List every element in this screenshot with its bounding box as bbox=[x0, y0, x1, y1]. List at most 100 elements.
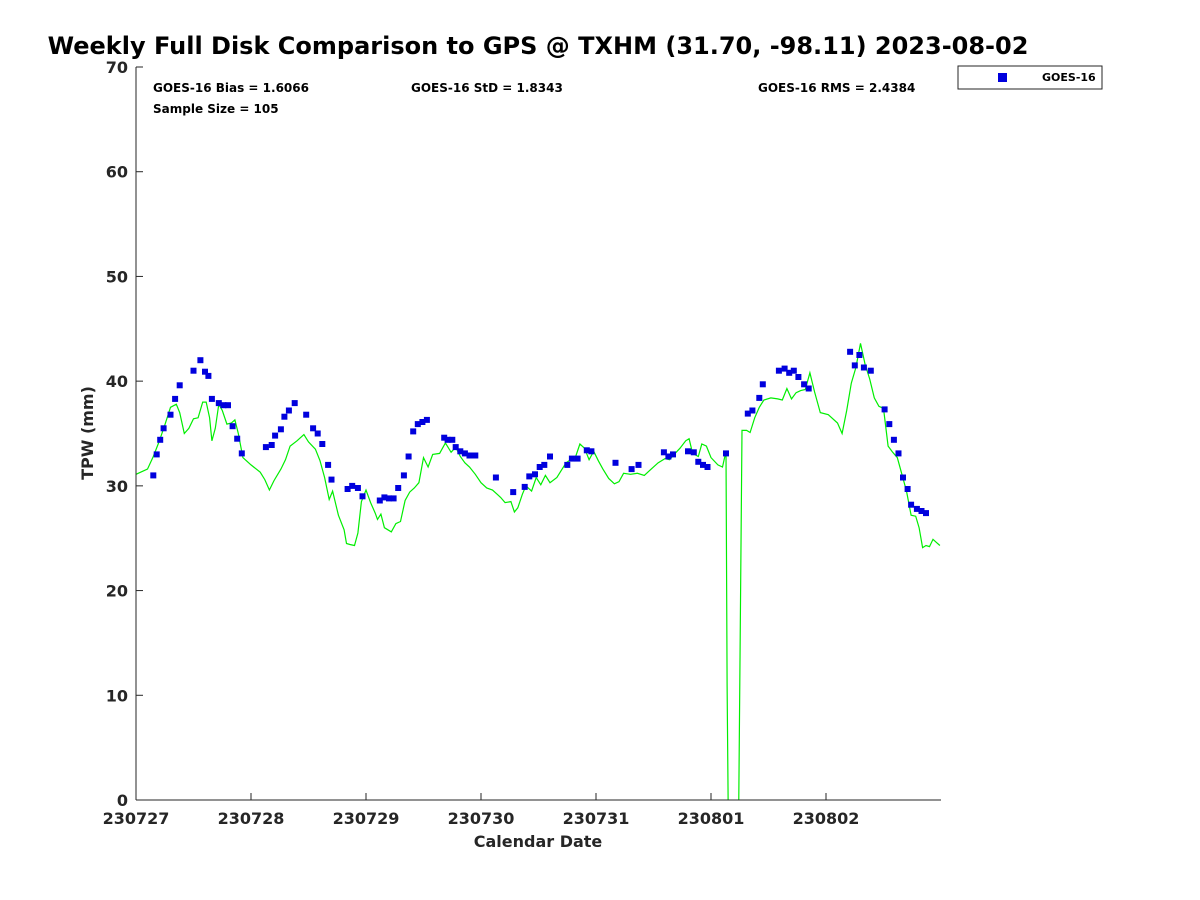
goes-16-point bbox=[466, 452, 473, 459]
goes-16-point bbox=[886, 421, 893, 428]
goes-16-point bbox=[272, 432, 279, 439]
goes-16-point bbox=[786, 369, 793, 376]
goes-16-point bbox=[665, 453, 672, 460]
goes-16-point bbox=[583, 447, 590, 454]
x-tick-label: 230801 bbox=[678, 809, 745, 828]
goes-16-point bbox=[354, 485, 361, 491]
goes-16-point bbox=[268, 442, 275, 448]
goes-16-point bbox=[759, 381, 766, 388]
y-tick-label: 0 bbox=[117, 791, 128, 810]
goes-16-point bbox=[262, 444, 269, 451]
goes-16-point bbox=[881, 406, 888, 413]
goes-16-point bbox=[628, 466, 635, 473]
goes-16-point bbox=[386, 495, 392, 502]
goes-16-point bbox=[410, 428, 417, 435]
goes-16-point bbox=[900, 474, 906, 481]
y-tick-label: 30 bbox=[106, 477, 128, 496]
goes-16-point bbox=[444, 436, 451, 443]
goes-16-point bbox=[461, 450, 468, 457]
goes-16-point bbox=[690, 449, 697, 456]
goes-16-point bbox=[918, 508, 925, 514]
goes-16-point bbox=[541, 461, 548, 468]
goes-16-point bbox=[423, 416, 430, 423]
x-tick-label: 230727 bbox=[103, 809, 170, 828]
chart-title: Weekly Full Disk Comparison to GPS @ TXH… bbox=[48, 32, 1029, 60]
goes-16-point bbox=[867, 367, 874, 374]
axes: 0 10 20 30 40 50 60 70 230727 230728 230729 230730 2… bbox=[103, 58, 941, 828]
goes-16-point bbox=[536, 464, 543, 470]
goes-16-point bbox=[670, 451, 676, 458]
goes-16-point bbox=[574, 455, 581, 462]
goes-16-point bbox=[492, 474, 499, 481]
goes-16-point bbox=[695, 458, 702, 465]
goes-16-point bbox=[197, 357, 204, 364]
goes-16-point bbox=[526, 473, 533, 480]
goes-16-point bbox=[277, 426, 284, 433]
goes-16-point bbox=[208, 395, 215, 402]
goes-16-point bbox=[325, 461, 332, 468]
goes-16-point bbox=[281, 413, 288, 420]
y-tick-label: 20 bbox=[106, 582, 128, 601]
goes-16-point bbox=[349, 482, 356, 489]
statistics-annotations: GOES-16 Bias = 1.6066 GOES-16 StD = 1.83… bbox=[153, 81, 915, 116]
std-annotation: GOES-16 StD = 1.8343 bbox=[411, 81, 563, 95]
bias-annotation: GOES-16 Bias = 1.6066 bbox=[153, 81, 309, 95]
goes-16-point bbox=[285, 407, 292, 414]
goes-16-point bbox=[457, 448, 464, 455]
plot-background bbox=[136, 67, 941, 800]
goes-16-point bbox=[532, 471, 538, 478]
goes-16-point bbox=[860, 364, 867, 371]
goes-16-point bbox=[547, 453, 553, 460]
goes-16-point bbox=[744, 410, 751, 417]
goes-16-point bbox=[344, 486, 351, 492]
x-tick-label: 230729 bbox=[333, 809, 400, 828]
goes-16-point bbox=[923, 510, 929, 517]
goes-16-point bbox=[400, 472, 407, 479]
goes-16-point bbox=[700, 461, 706, 468]
plot-area bbox=[136, 67, 941, 800]
legend-label-goes-16: GOES-16 bbox=[1042, 71, 1096, 84]
goes-16-point bbox=[704, 464, 711, 470]
goes-16-point bbox=[904, 486, 911, 492]
goes-16-point bbox=[452, 444, 459, 451]
goes-16-point bbox=[635, 461, 642, 468]
legend-box bbox=[957, 65, 1103, 90]
y-tick-label: 50 bbox=[106, 267, 128, 286]
goes-16-point bbox=[847, 348, 854, 355]
goes-16-point bbox=[568, 455, 575, 462]
goes-16-point bbox=[319, 441, 326, 447]
goes-16-point bbox=[564, 461, 571, 468]
goes-16-point bbox=[510, 489, 517, 496]
goes-16-point bbox=[291, 400, 298, 407]
goes-16-point bbox=[795, 374, 802, 380]
goes-16-point bbox=[895, 450, 902, 457]
goes-16-point bbox=[419, 419, 426, 425]
goes-16-point bbox=[167, 411, 174, 418]
legend: GOES-16 bbox=[957, 65, 1103, 90]
goes-16-point bbox=[790, 367, 797, 374]
x-tick-label: 230728 bbox=[218, 809, 285, 828]
goes-16-point bbox=[376, 497, 383, 504]
goes-16-point bbox=[756, 394, 763, 401]
goes-16-point bbox=[157, 436, 164, 443]
goes-16-point bbox=[449, 436, 456, 443]
legend-marker-goes-16 bbox=[998, 73, 1007, 82]
goes-16-point bbox=[202, 368, 208, 375]
goes-16-point bbox=[775, 367, 782, 374]
y-tick-label: 40 bbox=[106, 372, 128, 391]
goes-16-point bbox=[723, 450, 729, 457]
goes-16-point bbox=[238, 450, 245, 457]
y-tick-label: 60 bbox=[106, 163, 128, 182]
goes-16-point bbox=[908, 501, 915, 508]
goes-16-point bbox=[390, 495, 397, 502]
goes-16-point bbox=[190, 367, 197, 374]
rms-annotation: GOES-16 RMS = 2.4384 bbox=[758, 81, 915, 95]
goes-16-point bbox=[215, 400, 222, 407]
goes-16-point bbox=[328, 476, 335, 483]
goes-16-point bbox=[890, 436, 897, 443]
y-axis-label: TPW (mm) bbox=[78, 386, 97, 480]
goes-16-point bbox=[472, 452, 479, 459]
x-tick-label: 230730 bbox=[448, 809, 515, 828]
x-axis-label: Calendar Date bbox=[474, 832, 603, 851]
